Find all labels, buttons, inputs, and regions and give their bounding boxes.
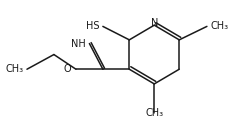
Text: HS: HS <box>86 21 99 31</box>
Text: CH₃: CH₃ <box>211 21 229 31</box>
Text: NH: NH <box>71 38 86 49</box>
Text: N: N <box>151 18 158 28</box>
Text: CH₃: CH₃ <box>5 64 23 74</box>
Text: CH₃: CH₃ <box>145 108 163 118</box>
Text: O: O <box>64 64 71 74</box>
